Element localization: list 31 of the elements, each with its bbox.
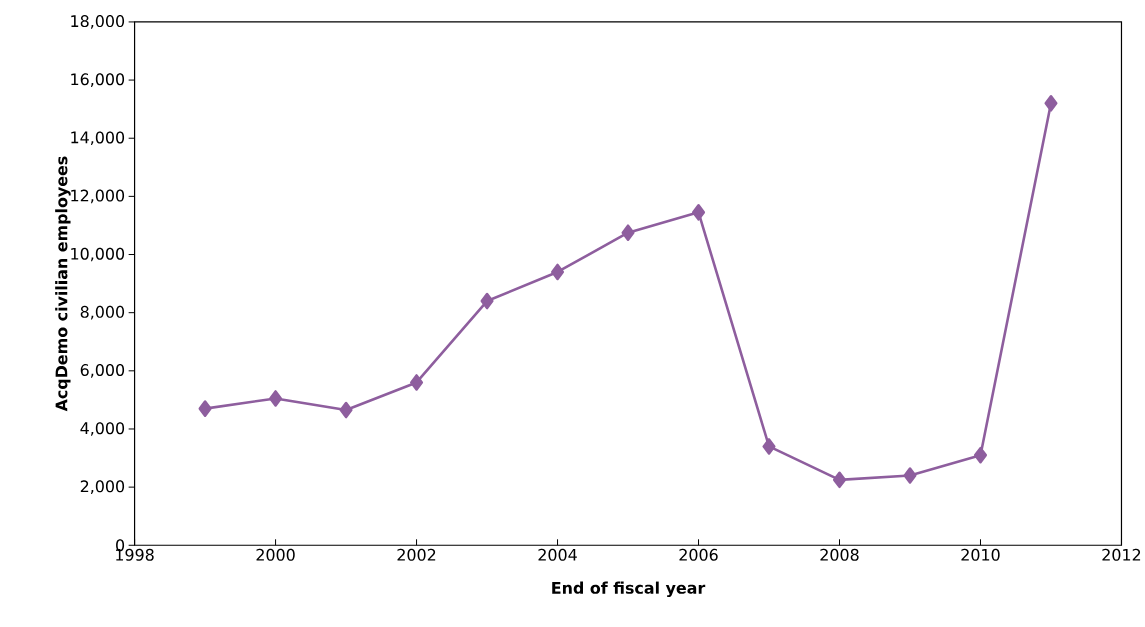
y-axis-title: AcqDemo civilian employees <box>55 156 71 412</box>
y-tick-label: 4,000 <box>80 422 125 436</box>
point <box>691 204 706 221</box>
x-tick-label: 2012 <box>1102 548 1141 561</box>
y-tick-label: 18,000 <box>71 15 125 29</box>
x-tick-label: 2000 <box>256 548 295 561</box>
point <box>480 292 494 310</box>
y-tick-label: 2,000 <box>80 480 125 494</box>
point <box>621 224 635 241</box>
point <box>1044 95 1058 112</box>
x-tick-label: 2002 <box>397 548 436 561</box>
point <box>269 390 283 407</box>
point <box>762 438 776 455</box>
y-tick-label: 6,000 <box>80 364 125 378</box>
y-tick-label: 12,000 <box>71 189 125 204</box>
x-axis-title: End of fiscal year <box>552 581 706 598</box>
y-tick-label: 8,000 <box>80 305 125 320</box>
x-tick-label: 2006 <box>679 548 718 561</box>
point <box>973 446 988 464</box>
x-tick-label: 2010 <box>961 548 1000 561</box>
x-tick-label: 2004 <box>538 548 577 561</box>
point <box>410 374 424 391</box>
point <box>903 467 917 484</box>
point <box>198 400 212 417</box>
point <box>551 263 565 281</box>
y-tick-label: 14,000 <box>71 131 125 146</box>
point <box>832 471 847 489</box>
y-tick-label: 10,000 <box>71 247 125 262</box>
x-tick-label: 2008 <box>820 548 859 561</box>
y-tick-label: 16,000 <box>71 73 125 87</box>
point <box>339 401 353 419</box>
